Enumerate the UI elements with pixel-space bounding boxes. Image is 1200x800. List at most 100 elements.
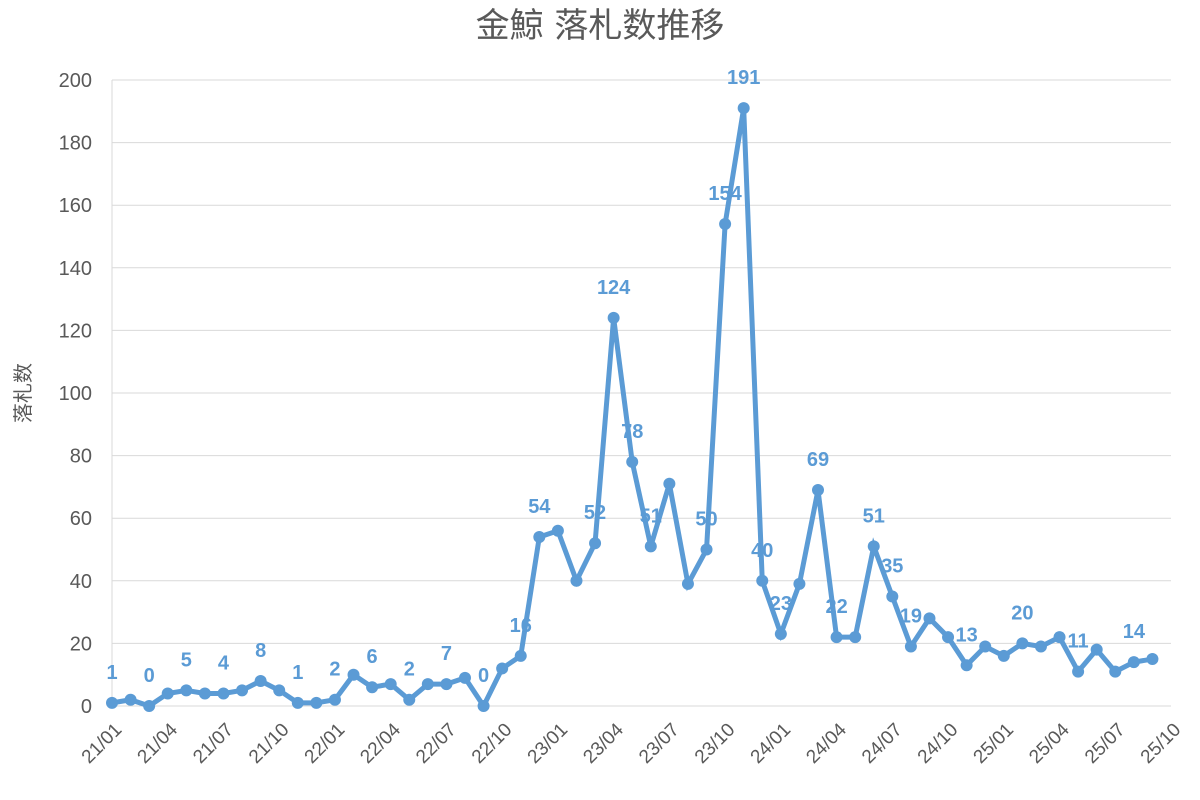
data-label: 191 <box>727 67 760 89</box>
data-point <box>570 574 583 587</box>
data-point <box>867 540 880 553</box>
data-label: 0 <box>144 665 155 687</box>
x-tick-label: 21/01 <box>78 719 126 767</box>
y-axis-label: 落札数 <box>11 363 35 423</box>
data-label: 2 <box>329 659 340 681</box>
data-point <box>217 687 230 700</box>
data-point <box>198 687 211 700</box>
y-tick-label: 180 <box>59 133 92 155</box>
data-point <box>106 696 118 709</box>
x-tick-label: 22/04 <box>356 719 405 768</box>
data-label: 19 <box>900 606 922 628</box>
x-tick-label: 21/04 <box>134 719 183 768</box>
data-label: 7 <box>441 643 452 665</box>
data-label: 35 <box>881 555 903 577</box>
data-point <box>347 668 360 681</box>
data-point <box>459 671 471 684</box>
data-point <box>942 631 955 644</box>
data-point <box>830 631 843 644</box>
data-point <box>812 484 824 497</box>
data-point <box>1109 665 1122 678</box>
data-label: 52 <box>584 502 606 524</box>
y-tick-label: 40 <box>70 571 92 593</box>
data-point <box>886 590 899 603</box>
x-tick-label: 23/04 <box>579 719 628 768</box>
data-point <box>997 649 1010 662</box>
data-point <box>904 640 917 653</box>
x-tick-label: 24/10 <box>914 719 962 767</box>
data-point <box>477 700 490 712</box>
data-label: 154 <box>708 183 742 205</box>
data-point <box>161 687 174 700</box>
data-point <box>291 696 304 709</box>
data-label: 6 <box>367 646 378 668</box>
y-axis-ticks: 0 20 40 60 80 100 120 140 160 180 200 <box>59 70 92 718</box>
x-tick-label: 21/10 <box>245 719 293 767</box>
x-tick-label: 25/10 <box>1137 719 1185 767</box>
data-point <box>589 537 602 550</box>
data-point <box>421 678 434 691</box>
data-point <box>737 102 750 115</box>
data-point <box>793 577 806 590</box>
y-tick-label: 60 <box>70 508 92 530</box>
data-label: 51 <box>640 505 662 527</box>
data-point <box>1053 631 1066 644</box>
data-point <box>644 540 657 553</box>
data-point <box>849 631 862 644</box>
data-point <box>1090 643 1103 656</box>
data-point <box>551 524 564 537</box>
y-tick-label: 160 <box>59 195 92 217</box>
x-tick-label: 25/04 <box>1025 719 1074 768</box>
series <box>106 102 1159 712</box>
data-label: 22 <box>825 596 847 618</box>
data-point <box>626 455 639 468</box>
data-point <box>923 612 936 625</box>
y-tick-label: 20 <box>70 633 92 655</box>
x-axis-ticks: 21/01 21/04 21/07 21/10 22/01 22/04 22/07 22/10… <box>78 719 1185 768</box>
data-point <box>310 696 323 709</box>
data-label: 20 <box>1011 602 1033 624</box>
data-point <box>1034 640 1047 653</box>
x-tick-label: 25/07 <box>1081 719 1129 767</box>
x-tick-label: 24/01 <box>747 719 795 767</box>
gridlines <box>111 79 1171 707</box>
data-point <box>384 678 397 691</box>
x-tick-label: 24/07 <box>858 719 906 767</box>
x-tick-label: 24/04 <box>802 719 851 768</box>
data-label: 0 <box>478 665 489 687</box>
data-label: 51 <box>863 505 885 527</box>
y-tick-label: 120 <box>59 320 92 342</box>
data-point <box>719 217 732 230</box>
data-label: 14 <box>1123 621 1146 643</box>
data-label: 40 <box>751 540 773 562</box>
data-point <box>124 693 137 706</box>
data-point <box>273 684 286 697</box>
data-point <box>496 662 509 675</box>
data-label: 13 <box>956 624 978 646</box>
data-point <box>700 543 713 556</box>
x-tick-label: 21/07 <box>189 719 237 767</box>
data-label: 11 <box>1068 631 1089 653</box>
data-label: 2 <box>404 659 415 681</box>
chart-title: 金鯨 落札数推移 <box>476 6 725 46</box>
data-point <box>960 659 973 672</box>
data-point <box>143 700 156 712</box>
data-point <box>681 577 694 590</box>
data-label: 8 <box>255 640 266 662</box>
data-point <box>1146 653 1159 666</box>
data-label: 5 <box>181 649 192 671</box>
data-label: 54 <box>528 496 551 518</box>
x-tick-label: 23/10 <box>691 719 739 767</box>
data-label: 1 <box>292 662 303 684</box>
x-tick-label: 23/07 <box>635 719 683 767</box>
data-label: 124 <box>597 277 631 299</box>
data-point <box>236 684 249 697</box>
data-label: 69 <box>807 449 829 471</box>
data-point <box>403 693 416 706</box>
data-point <box>1072 665 1085 678</box>
data-point <box>180 684 193 697</box>
series-line <box>109 107 1155 712</box>
x-tick-label: 25/01 <box>970 719 1018 767</box>
